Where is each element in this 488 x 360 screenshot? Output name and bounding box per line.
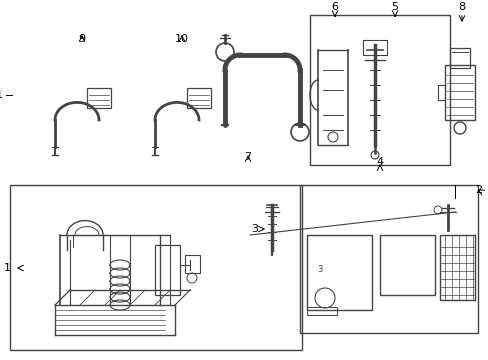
- Bar: [299, 185, 477, 333]
- Bar: [10, 185, 302, 350]
- Bar: [439, 235, 474, 300]
- Text: 4: 4: [376, 157, 383, 167]
- Text: 5: 5: [391, 2, 398, 12]
- Bar: [186, 88, 210, 108]
- Text: 9: 9: [78, 34, 85, 44]
- Bar: [362, 40, 386, 55]
- Bar: [444, 65, 474, 120]
- Text: 1: 1: [0, 90, 3, 100]
- Bar: [87, 88, 111, 108]
- Bar: [155, 245, 180, 295]
- Text: 8: 8: [458, 2, 465, 12]
- Text: 7: 7: [244, 152, 251, 162]
- Bar: [306, 235, 371, 310]
- Bar: [449, 48, 469, 68]
- Text: 10: 10: [175, 34, 189, 44]
- Text: 3: 3: [250, 224, 258, 234]
- Bar: [306, 307, 336, 315]
- Text: 2: 2: [474, 185, 481, 195]
- Bar: [184, 255, 200, 273]
- Text: 6: 6: [331, 2, 338, 12]
- Bar: [379, 235, 434, 295]
- Bar: [309, 15, 449, 165]
- Text: 3: 3: [317, 265, 322, 274]
- Text: 1: 1: [4, 263, 11, 273]
